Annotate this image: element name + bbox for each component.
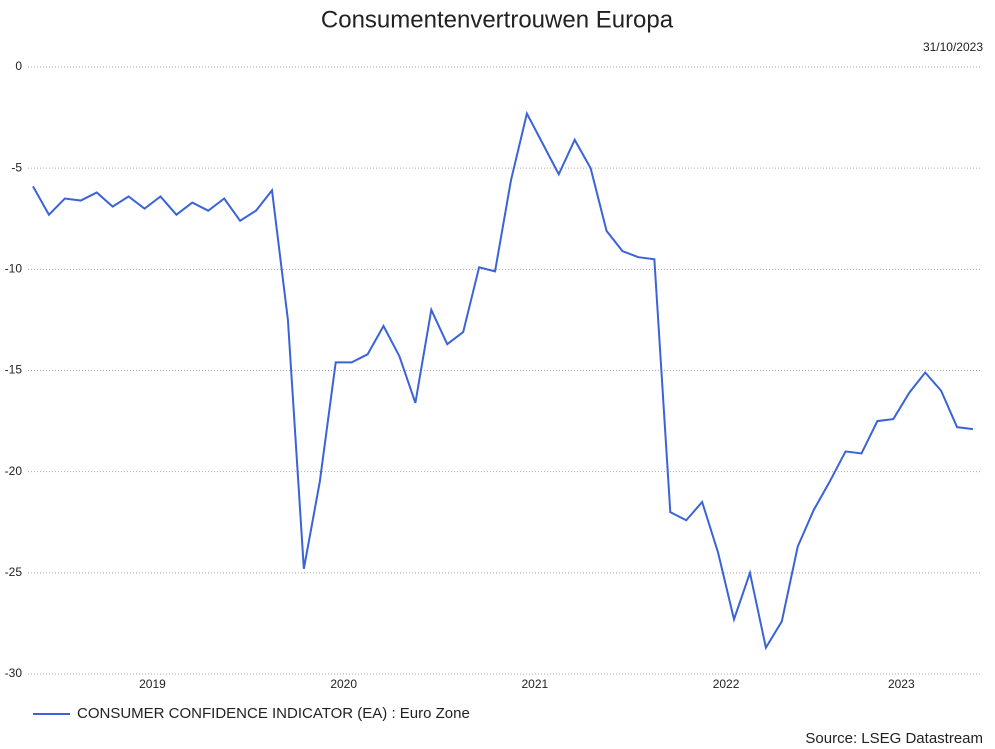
y-tick-label: -30	[5, 666, 23, 680]
y-tick-label: -25	[5, 565, 23, 579]
chart-title: Consumentenvertrouwen Europa	[321, 6, 674, 33]
x-tick-label: 2021	[522, 677, 549, 691]
date: 31/10/2023	[923, 40, 983, 54]
y-tick-label: -20	[5, 464, 23, 478]
x-tick-label: 2022	[713, 677, 740, 691]
x-tick-label: 2019	[139, 677, 166, 691]
y-tick-label: 0	[15, 59, 22, 73]
y-tick-label: -10	[5, 262, 23, 276]
legend-label: CONSUMER CONFIDENCE INDICATOR (EA) : Eur…	[77, 705, 470, 722]
x-tick-label: 2020	[330, 677, 357, 691]
x-tick-label: 2023	[888, 677, 915, 691]
source: Source: LSEG Datastream	[805, 730, 983, 747]
y-tick-label: -5	[11, 160, 22, 174]
data-line	[32, 110, 974, 651]
y-tick-label: -15	[5, 363, 23, 377]
